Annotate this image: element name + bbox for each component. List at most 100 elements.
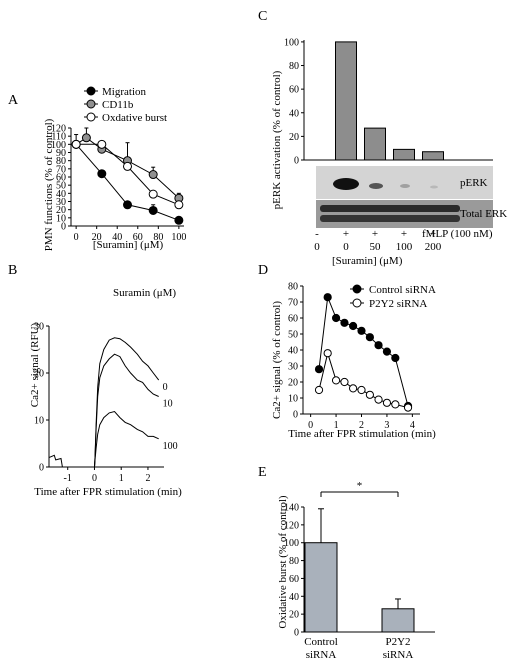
y-tick-label: 100 xyxy=(284,37,299,48)
panel-a-xlabel: [Suramin] (μM) xyxy=(93,239,164,251)
x-tick-label: 40 xyxy=(112,232,122,243)
pERK-band xyxy=(430,185,438,189)
y-tick-label: 10 xyxy=(34,416,44,427)
suramin-row-value: 50 xyxy=(370,241,382,253)
panel-d-legend: Control siRNA P2Y2 siRNA xyxy=(350,284,436,310)
y-tick-label: 0 xyxy=(61,222,66,233)
data-point xyxy=(340,318,349,327)
pERK-band xyxy=(369,183,383,189)
x-tick-label: 20 xyxy=(92,232,102,243)
panel-c-ylabel: pERK activation (% of control) xyxy=(271,70,283,209)
y-tick-label: 70 xyxy=(288,298,298,309)
data-point xyxy=(340,377,349,387)
x-tick-label: 80 xyxy=(153,232,163,243)
data-point xyxy=(349,321,358,331)
panel-a-legend: Migration CD11b Oxdative burst xyxy=(84,86,167,124)
panel-b-axes: 0 10 20 30 -1 0 1 2 xyxy=(34,322,164,484)
data-point xyxy=(323,349,332,358)
data-point xyxy=(331,313,341,323)
suramin-row-value: 0 xyxy=(314,241,320,253)
legend-marker-p2y2 xyxy=(352,298,362,308)
bar xyxy=(422,151,444,161)
x-tick-label: 1 xyxy=(334,420,339,431)
y-tick-label: 110 xyxy=(51,132,66,143)
bar xyxy=(364,127,386,161)
y-tick-label: 40 xyxy=(289,108,299,119)
x-tick-label: 4 xyxy=(410,420,415,431)
bar xyxy=(304,542,338,633)
panel-d: D Ca2+ signal (% of control) Time after … xyxy=(258,263,436,440)
y-tick-label: 120 xyxy=(51,124,66,135)
x-tick-label: -1 xyxy=(64,473,72,484)
panel-e-category-p2y2-line2: siRNA xyxy=(383,649,414,661)
data-point xyxy=(374,395,383,404)
panel-d-label: D xyxy=(258,263,268,278)
row-label-suramin: [Suramin] (μM) xyxy=(332,255,403,267)
legend-label-control: Control siRNA xyxy=(369,284,436,296)
legend-label-p2y2: P2Y2 siRNA xyxy=(369,298,427,310)
data-point xyxy=(174,200,184,210)
panel-b-xlabel: Time after FPR stimulation (min) xyxy=(34,486,182,498)
panel-c-treatment-rows: - + + + +0 0 50 100 200 xyxy=(314,228,442,253)
y-tick-label: 60 xyxy=(289,574,299,585)
bar xyxy=(393,148,415,161)
y-tick-label: 40 xyxy=(56,189,66,200)
y-tick-label: 20 xyxy=(289,610,299,621)
panel-b-plot: 0 10 100 xyxy=(48,337,178,468)
y-tick-label: 60 xyxy=(56,173,66,184)
y-tick-label: 40 xyxy=(288,346,298,357)
x-tick-label: 0 xyxy=(92,473,97,484)
y-tick-label: 20 xyxy=(34,369,44,380)
y-tick-label: 80 xyxy=(289,61,299,72)
series-label: 10 xyxy=(163,399,173,410)
legend-label-cd11b: CD11b xyxy=(102,99,134,111)
data-point xyxy=(123,200,132,210)
y-tick-label: 30 xyxy=(56,197,66,208)
data-point xyxy=(382,347,392,356)
y-tick-label: 140 xyxy=(284,503,299,514)
data-point xyxy=(71,139,81,149)
series-label: 0 xyxy=(163,382,168,393)
y-tick-label: 10 xyxy=(56,213,66,224)
legend-label-migration: Migration xyxy=(102,86,146,98)
y-tick-label: 0 xyxy=(294,628,299,639)
x-tick-label: 3 xyxy=(384,420,389,431)
suramin-row-value: 0 xyxy=(343,241,349,253)
panel-e-label: E xyxy=(258,465,267,480)
data-point xyxy=(365,390,374,399)
data-point xyxy=(331,376,341,385)
pERK-band xyxy=(400,184,410,188)
panel-e-category-p2y2-line1: P2Y2 xyxy=(385,636,410,648)
y-tick-label: 0 xyxy=(293,410,298,421)
x-tick-label: 1 xyxy=(119,473,124,484)
panel-a-plot xyxy=(71,127,184,225)
total-ERK-band-upper xyxy=(320,205,460,212)
y-tick-label: 90 xyxy=(56,148,66,159)
legend-marker-control xyxy=(352,284,362,294)
y-tick-label: 30 xyxy=(34,322,44,333)
y-tick-label: 30 xyxy=(288,362,298,373)
panel-b: B Suramin (μM) Ca2+ signal (RFU) Time af… xyxy=(8,263,182,498)
series-label: 100 xyxy=(163,441,178,452)
y-tick-label: 50 xyxy=(56,181,66,192)
suramin-row-value: 100 xyxy=(396,241,413,253)
data-point xyxy=(357,385,366,395)
data-point xyxy=(148,189,158,199)
panel-e-plot: * xyxy=(304,480,415,633)
data-point xyxy=(391,353,400,363)
x-tick-label: 0 xyxy=(74,232,79,243)
y-tick-label: 60 xyxy=(289,85,299,96)
fmlp-row-value: + xyxy=(372,228,378,240)
panel-e-ylabel: Oxidative burst (% of control) xyxy=(277,495,289,629)
bar xyxy=(335,41,357,161)
panel-b-ylabel: Ca2+ signal (RFU) xyxy=(29,322,41,407)
series-line xyxy=(48,337,160,468)
data-point xyxy=(174,215,184,225)
panel-e: E Oxidative burst (% of control) 0 20 40 60… xyxy=(258,465,435,661)
data-point xyxy=(349,384,358,393)
panel-b-label: B xyxy=(8,263,17,278)
western-blot: pERK Total ERK xyxy=(316,166,507,228)
